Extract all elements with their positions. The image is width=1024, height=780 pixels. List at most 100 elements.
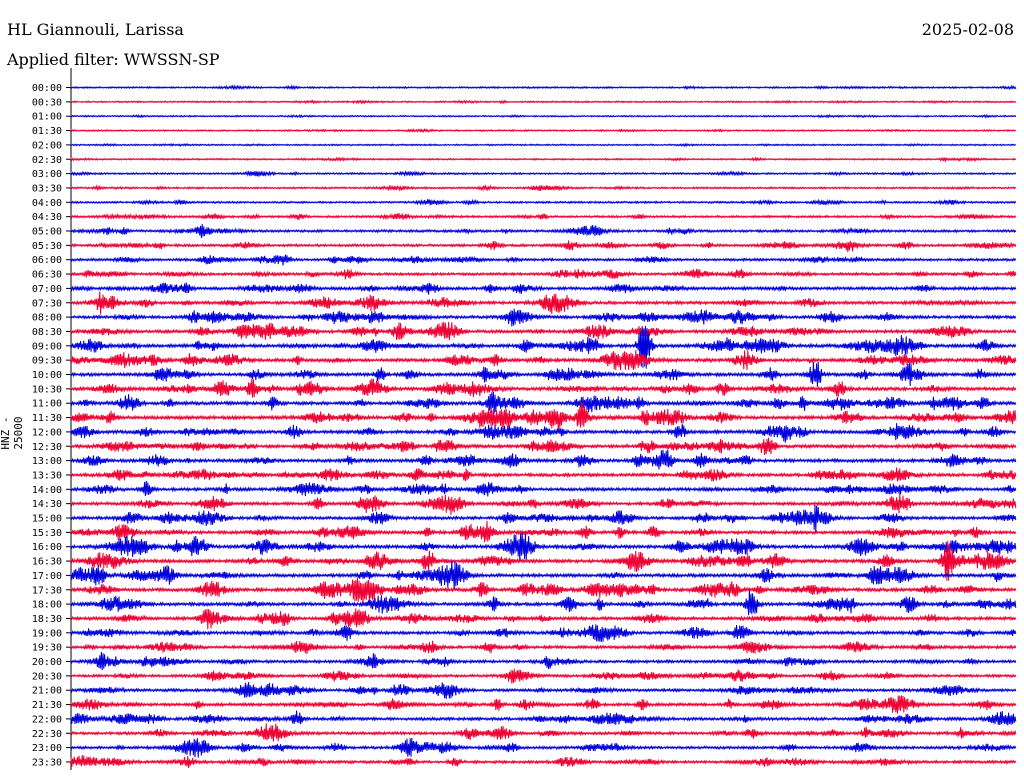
- time-tick-label: 04:00: [32, 198, 62, 209]
- time-tick-label: 11:30: [32, 413, 62, 424]
- time-tick-label: 07:30: [32, 298, 62, 309]
- filter-label: Applied filter: WWSSN-SP: [7, 50, 220, 69]
- time-tick-label: 14:00: [32, 485, 62, 496]
- trace-line: [70, 590, 1017, 616]
- time-tick-label: 06:00: [32, 255, 62, 266]
- date-label: 2025-02-08: [921, 20, 1014, 39]
- time-tick-label: 18:00: [32, 600, 62, 611]
- trace-line: [70, 493, 1017, 515]
- trace-line: [70, 640, 1017, 654]
- trace-line: [70, 308, 1017, 327]
- trace-line: [70, 437, 1017, 455]
- time-tick-label: 09:00: [32, 341, 62, 352]
- time-tick-label: 09:30: [32, 356, 62, 367]
- trace-line: [70, 624, 1017, 642]
- time-tick-label: 20:00: [32, 657, 62, 668]
- trace-line: [70, 113, 1017, 119]
- time-tick-label: 16:00: [32, 542, 62, 553]
- time-tick-label: 08:30: [32, 327, 62, 338]
- trace-line: [70, 402, 1017, 430]
- trace-line: [70, 723, 1017, 742]
- trace-line: [70, 695, 1017, 714]
- trace-line: [70, 212, 1017, 221]
- time-tick-label: 13:30: [32, 470, 62, 481]
- trace-line: [70, 184, 1017, 192]
- time-tick-label: 15:00: [32, 514, 62, 525]
- time-tick-label: 01:00: [32, 112, 62, 123]
- trace-line: [70, 349, 1017, 371]
- time-tick-label: 19:00: [32, 628, 62, 639]
- time-tick-label: 15:30: [32, 528, 62, 539]
- trace-line: [70, 142, 1017, 148]
- time-tick-label: 14:30: [32, 499, 62, 510]
- trace-line: [70, 378, 1017, 398]
- time-tick-label: 01:30: [32, 126, 62, 137]
- trace-line: [70, 505, 1017, 532]
- trace-line: [70, 240, 1017, 253]
- trace-line: [70, 480, 1017, 497]
- trace-line: [70, 737, 1017, 758]
- time-tick-label: 10:30: [32, 384, 62, 395]
- time-tick-label: 21:00: [32, 686, 62, 697]
- time-tick-label: 22:00: [32, 714, 62, 725]
- trace-line: [70, 268, 1017, 280]
- time-tick-label: 08:00: [32, 313, 62, 324]
- trace-line: [70, 291, 1017, 315]
- trace-line: [70, 682, 1017, 699]
- time-tick-label: 13:00: [32, 456, 62, 467]
- trace-line: [70, 128, 1017, 134]
- time-tick-label: 00:30: [32, 97, 62, 108]
- trace-line: [70, 755, 1017, 768]
- trace-line: [70, 321, 1017, 341]
- time-tick-label: 12:30: [32, 442, 62, 453]
- time-tick-label: 16:30: [32, 557, 62, 568]
- time-tick-label: 02:00: [32, 140, 62, 151]
- trace-line: [70, 710, 1017, 726]
- time-tick-label: 21:30: [32, 700, 62, 711]
- time-tick-label: 03:00: [32, 169, 62, 180]
- time-tick-label: 19:30: [32, 643, 62, 654]
- time-tick-label: 23:00: [32, 743, 62, 754]
- trace-line: [70, 608, 1017, 630]
- time-tick-label: 18:30: [32, 614, 62, 625]
- trace-line: [70, 391, 1017, 414]
- trace-line: [70, 156, 1017, 163]
- trace-line: [70, 651, 1017, 671]
- trace-line: [70, 449, 1017, 470]
- time-tick-label: 11:00: [32, 399, 62, 410]
- trace-line: [70, 282, 1017, 295]
- time-tick-label: 07:00: [32, 284, 62, 295]
- trace-line: [70, 560, 1017, 591]
- trace-line: [70, 170, 1017, 178]
- trace-line: [70, 361, 1017, 387]
- trace-line: [70, 254, 1017, 266]
- trace-line: [70, 467, 1017, 482]
- trace-line: [70, 532, 1017, 562]
- time-tick-label: 22:30: [32, 729, 62, 740]
- time-tick-label: 05:30: [32, 241, 62, 252]
- time-tick-label: 05:00: [32, 227, 62, 238]
- time-tick-label: 03:30: [32, 183, 62, 194]
- trace-line: [70, 99, 1017, 105]
- trace-line: [70, 223, 1017, 239]
- time-tick-label: 10:00: [32, 370, 62, 381]
- trace-line: [70, 577, 1017, 605]
- time-tick-label: 06:30: [32, 270, 62, 281]
- trace-line: [70, 423, 1017, 443]
- time-tick-label: 20:30: [32, 671, 62, 682]
- time-tick-label: 02:30: [32, 155, 62, 166]
- trace-line: [70, 84, 1017, 91]
- trace-line: [70, 520, 1017, 543]
- time-tick-label: 23:30: [32, 757, 62, 768]
- trace-line: [70, 540, 1017, 581]
- trace-line: [70, 668, 1017, 684]
- station-title: HL Giannouli, Larissa: [7, 20, 184, 39]
- trace-line: [70, 198, 1017, 206]
- trace-line: [70, 325, 1017, 369]
- time-tick-label: 00:00: [32, 83, 62, 94]
- time-tick-label: 17:30: [32, 585, 62, 596]
- time-tick-label: 17:00: [32, 571, 62, 582]
- time-tick-label: 04:30: [32, 212, 62, 223]
- time-tick-label: 12:00: [32, 427, 62, 438]
